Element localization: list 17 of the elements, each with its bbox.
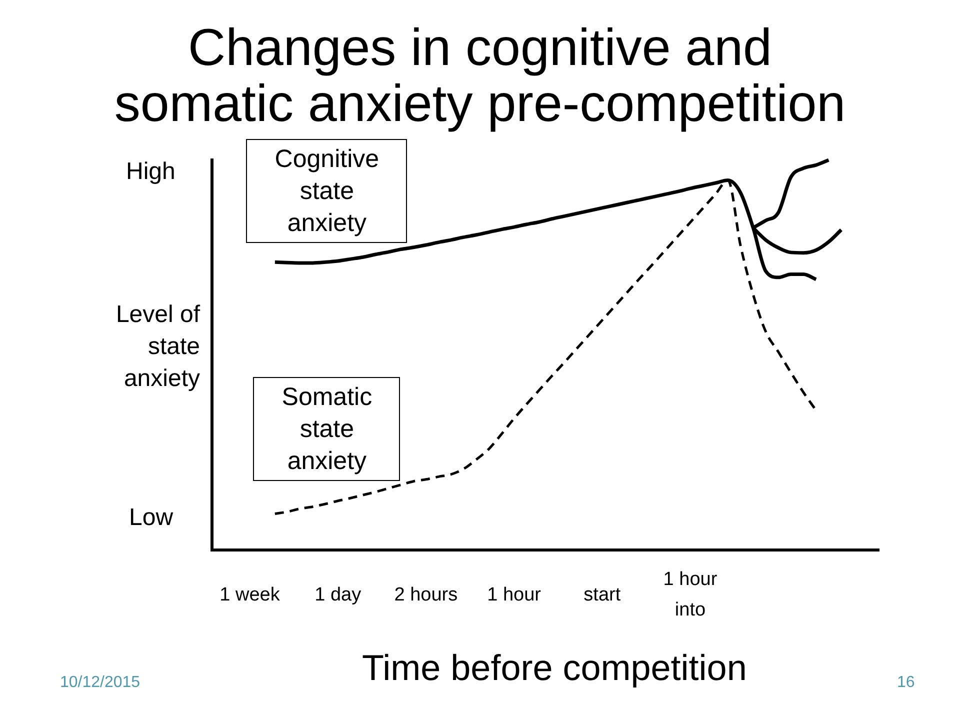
series-label: Cognitive state anxiety [274,144,380,240]
text: 16 [897,672,915,692]
label-frame: Somatic state anxiety [253,376,400,481]
x-tick-label: start [584,584,622,606]
text: Low [129,504,174,532]
x-tick-label: 2 hours [394,584,458,606]
label-frame: Cognitive state anxiety [246,139,408,244]
text: High [126,158,176,186]
x-tick-label: 1 day [314,584,362,606]
chart-title: Changes in cognitive and somatic anxiety pre-competition [113,19,847,133]
x-tick-label: 1 hour into [663,569,718,621]
text: 10/12/2015 [60,672,140,692]
series-label: Somatic state anxiety [280,382,374,477]
x-tick-label: 1 hour [487,584,542,606]
x-tick-label: 1 week [220,584,280,606]
y-axis-title: Level of state anxiety [114,300,200,394]
x-axis-title: Time before competition [362,647,747,688]
